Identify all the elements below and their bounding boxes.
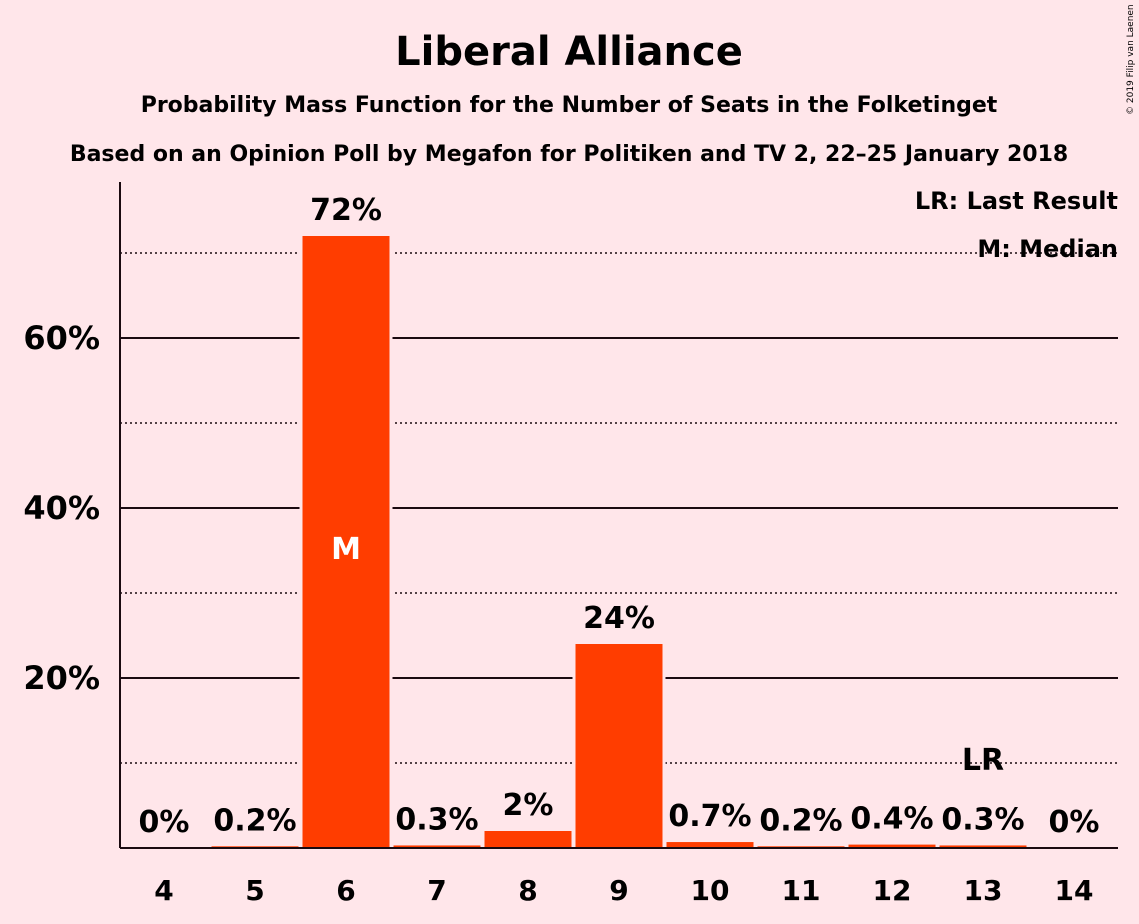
x-tick-label: 4 bbox=[154, 874, 173, 907]
data-label-seats-4: 0% bbox=[139, 805, 190, 840]
x-tick-label: 14 bbox=[1055, 874, 1094, 907]
data-label-seats-11: 0.2% bbox=[759, 803, 842, 838]
data-label-seats-14: 0% bbox=[1049, 805, 1100, 840]
x-tick-label: 7 bbox=[427, 874, 446, 907]
y-tick-label: 40% bbox=[23, 489, 100, 527]
data-label-seats-12: 0.4% bbox=[850, 802, 933, 837]
data-label-seats-9: 24% bbox=[583, 601, 655, 636]
legend-entry: LR: Last Result bbox=[915, 187, 1118, 215]
bar-seats-13 bbox=[939, 845, 1027, 848]
legend: LR: Last Result M: Median bbox=[915, 187, 1118, 263]
y-tick-label: 20% bbox=[23, 659, 100, 697]
x-tick-label: 10 bbox=[691, 874, 730, 907]
x-tick-label: 6 bbox=[336, 874, 355, 907]
data-label-seats-8: 2% bbox=[503, 788, 554, 823]
chart-subtitle-source: Based on an Opinion Poll by Megafon for … bbox=[70, 142, 1068, 167]
bar-seats-7 bbox=[393, 845, 481, 848]
data-label-seats-5: 0.2% bbox=[213, 803, 296, 838]
chart-subtitle: Probability Mass Function for the Number… bbox=[141, 93, 998, 118]
data-labels: 0% 0.2%72%M0.3% 2%24%0.7% 0.2% 0.4% 0.3%LR0% bbox=[139, 193, 1100, 840]
x-tick-label: 13 bbox=[964, 874, 1003, 907]
bar-halo bbox=[208, 844, 302, 848]
x-tick-label: 9 bbox=[609, 874, 628, 907]
x-tick-label: 8 bbox=[518, 874, 537, 907]
median-marker: M bbox=[331, 532, 361, 567]
chart-title: Liberal Alliance bbox=[395, 29, 743, 75]
legend-entry: M: Median bbox=[977, 235, 1118, 263]
y-tick-label: 60% bbox=[23, 319, 100, 357]
y-axis: 20% 40% 60% bbox=[23, 182, 121, 848]
bar-seats-9 bbox=[575, 644, 663, 848]
data-label-seats-13: 0.3% bbox=[941, 802, 1024, 837]
bar-seats-10 bbox=[666, 842, 754, 848]
x-axis: 4 5 6 7 8 9 10 11 12 13 14 bbox=[120, 847, 1118, 907]
bar-halo bbox=[754, 844, 848, 848]
bar-seats-6 bbox=[302, 236, 390, 848]
x-tick-label: 11 bbox=[782, 874, 821, 907]
bars bbox=[208, 234, 1030, 848]
x-tick-label: 12 bbox=[873, 874, 912, 907]
data-label-seats-7: 0.3% bbox=[395, 802, 478, 837]
copyright-note: © 2019 Filip van Laenen bbox=[1126, 4, 1136, 115]
bar-seats-12 bbox=[848, 844, 936, 848]
last-result-marker: LR bbox=[962, 743, 1004, 778]
data-label-seats-10: 0.7% bbox=[668, 799, 751, 834]
x-tick-label: 5 bbox=[245, 874, 264, 907]
bar-seats-8 bbox=[484, 831, 572, 848]
data-label-seats-6: 72% bbox=[310, 193, 382, 228]
